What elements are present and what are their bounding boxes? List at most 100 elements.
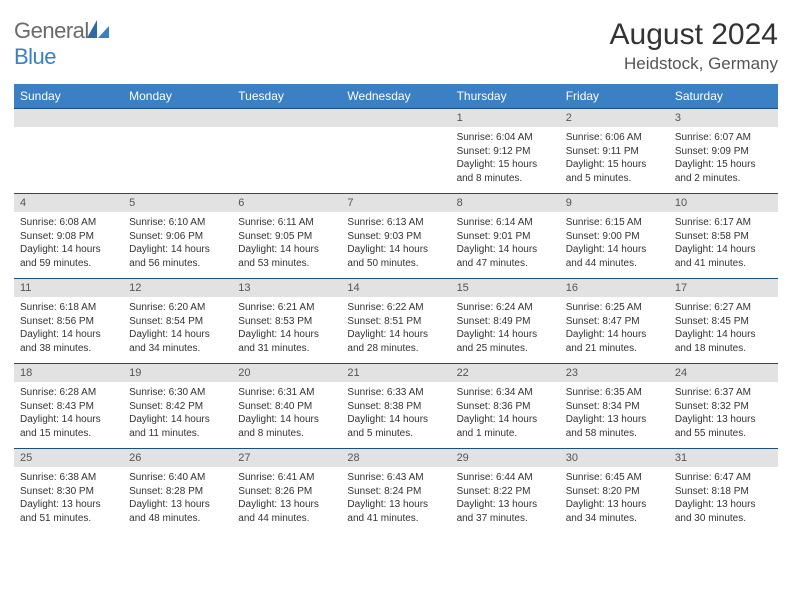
calendar-page: GeneralBlue August 2024 Heidstock, Germa… — [0, 0, 792, 543]
daylight-line1: Daylight: 14 hours — [457, 243, 554, 257]
sunrise-text: Sunrise: 6:04 AM — [457, 131, 554, 145]
sunrise-text: Sunrise: 6:10 AM — [129, 216, 226, 230]
day-number: 8 — [451, 194, 560, 213]
day-number-row: 18192021222324 — [14, 364, 778, 383]
sunrise-text: Sunrise: 6:33 AM — [347, 386, 444, 400]
daylight-line1: Daylight: 13 hours — [238, 498, 335, 512]
day-cell — [14, 127, 123, 194]
day-cell: Sunrise: 6:10 AMSunset: 9:06 PMDaylight:… — [123, 212, 232, 279]
sunrise-text: Sunrise: 6:18 AM — [20, 301, 117, 315]
sunset-text: Sunset: 9:01 PM — [457, 230, 554, 244]
dow-thu: Thursday — [451, 84, 560, 109]
sunrise-text: Sunrise: 6:17 AM — [675, 216, 772, 230]
sunset-text: Sunset: 8:34 PM — [566, 400, 663, 414]
day-detail-row: Sunrise: 6:08 AMSunset: 9:08 PMDaylight:… — [14, 212, 778, 279]
daylight-line2: and 28 minutes. — [347, 342, 444, 356]
sunset-text: Sunset: 8:54 PM — [129, 315, 226, 329]
sunrise-text: Sunrise: 6:28 AM — [20, 386, 117, 400]
sunset-text: Sunset: 8:43 PM — [20, 400, 117, 414]
daylight-line2: and 11 minutes. — [129, 427, 226, 441]
day-cell: Sunrise: 6:31 AMSunset: 8:40 PMDaylight:… — [232, 382, 341, 449]
sunset-text: Sunset: 8:51 PM — [347, 315, 444, 329]
sunset-text: Sunset: 8:47 PM — [566, 315, 663, 329]
daylight-line1: Daylight: 15 hours — [566, 158, 663, 172]
daylight-line1: Daylight: 13 hours — [457, 498, 554, 512]
day-number: 30 — [560, 449, 669, 468]
sunset-text: Sunset: 8:40 PM — [238, 400, 335, 414]
day-number — [123, 109, 232, 128]
sunrise-text: Sunrise: 6:41 AM — [238, 471, 335, 485]
daylight-line1: Daylight: 14 hours — [457, 413, 554, 427]
daylight-line2: and 15 minutes. — [20, 427, 117, 441]
daylight-line1: Daylight: 14 hours — [347, 413, 444, 427]
day-cell: Sunrise: 6:18 AMSunset: 8:56 PMDaylight:… — [14, 297, 123, 364]
day-cell: Sunrise: 6:37 AMSunset: 8:32 PMDaylight:… — [669, 382, 778, 449]
day-cell: Sunrise: 6:27 AMSunset: 8:45 PMDaylight:… — [669, 297, 778, 364]
sunrise-text: Sunrise: 6:06 AM — [566, 131, 663, 145]
daylight-line2: and 55 minutes. — [675, 427, 772, 441]
dow-sat: Saturday — [669, 84, 778, 109]
dow-fri: Friday — [560, 84, 669, 109]
sunrise-text: Sunrise: 6:43 AM — [347, 471, 444, 485]
day-cell: Sunrise: 6:45 AMSunset: 8:20 PMDaylight:… — [560, 467, 669, 533]
day-cell: Sunrise: 6:06 AMSunset: 9:11 PMDaylight:… — [560, 127, 669, 194]
daylight-line1: Daylight: 14 hours — [347, 243, 444, 257]
day-cell: Sunrise: 6:34 AMSunset: 8:36 PMDaylight:… — [451, 382, 560, 449]
daylight-line1: Daylight: 14 hours — [20, 413, 117, 427]
sunset-text: Sunset: 9:12 PM — [457, 145, 554, 159]
sunset-text: Sunset: 9:09 PM — [675, 145, 772, 159]
day-number-row: 123 — [14, 109, 778, 128]
day-cell: Sunrise: 6:43 AMSunset: 8:24 PMDaylight:… — [341, 467, 450, 533]
daylight-line2: and 8 minutes. — [457, 172, 554, 186]
daylight-line2: and 44 minutes. — [566, 257, 663, 271]
day-number: 20 — [232, 364, 341, 383]
daylight-line1: Daylight: 14 hours — [129, 413, 226, 427]
daylight-line1: Daylight: 14 hours — [238, 243, 335, 257]
day-detail-row: Sunrise: 6:18 AMSunset: 8:56 PMDaylight:… — [14, 297, 778, 364]
daylight-line2: and 48 minutes. — [129, 512, 226, 526]
daylight-line1: Daylight: 14 hours — [566, 243, 663, 257]
sunset-text: Sunset: 9:03 PM — [347, 230, 444, 244]
sunset-text: Sunset: 8:24 PM — [347, 485, 444, 499]
daylight-line2: and 56 minutes. — [129, 257, 226, 271]
day-number: 11 — [14, 279, 123, 298]
day-cell — [341, 127, 450, 194]
daylight-line1: Daylight: 13 hours — [347, 498, 444, 512]
month-title: August 2024 — [610, 18, 778, 52]
day-number: 16 — [560, 279, 669, 298]
sunrise-text: Sunrise: 6:38 AM — [20, 471, 117, 485]
day-cell: Sunrise: 6:04 AMSunset: 9:12 PMDaylight:… — [451, 127, 560, 194]
day-cell: Sunrise: 6:35 AMSunset: 8:34 PMDaylight:… — [560, 382, 669, 449]
day-number: 28 — [341, 449, 450, 468]
daylight-line1: Daylight: 14 hours — [457, 328, 554, 342]
sunset-text: Sunset: 8:56 PM — [20, 315, 117, 329]
day-number: 5 — [123, 194, 232, 213]
dow-wed: Wednesday — [341, 84, 450, 109]
brand-general: General — [14, 18, 89, 43]
day-number: 29 — [451, 449, 560, 468]
brand-blue: Blue — [14, 44, 56, 69]
day-number: 19 — [123, 364, 232, 383]
day-number: 22 — [451, 364, 560, 383]
sunset-text: Sunset: 8:53 PM — [238, 315, 335, 329]
sunset-text: Sunset: 8:58 PM — [675, 230, 772, 244]
sunrise-text: Sunrise: 6:15 AM — [566, 216, 663, 230]
daylight-line2: and 59 minutes. — [20, 257, 117, 271]
sunset-text: Sunset: 8:36 PM — [457, 400, 554, 414]
daylight-line2: and 47 minutes. — [457, 257, 554, 271]
sunrise-text: Sunrise: 6:14 AM — [457, 216, 554, 230]
sunset-text: Sunset: 8:30 PM — [20, 485, 117, 499]
day-detail-row: Sunrise: 6:28 AMSunset: 8:43 PMDaylight:… — [14, 382, 778, 449]
day-cell: Sunrise: 6:08 AMSunset: 9:08 PMDaylight:… — [14, 212, 123, 279]
daylight-line1: Daylight: 14 hours — [20, 328, 117, 342]
day-cell: Sunrise: 6:15 AMSunset: 9:00 PMDaylight:… — [560, 212, 669, 279]
sunset-text: Sunset: 8:38 PM — [347, 400, 444, 414]
day-number: 24 — [669, 364, 778, 383]
daylight-line2: and 8 minutes. — [238, 427, 335, 441]
sunset-text: Sunset: 8:22 PM — [457, 485, 554, 499]
day-number — [341, 109, 450, 128]
day-cell: Sunrise: 6:21 AMSunset: 8:53 PMDaylight:… — [232, 297, 341, 364]
daylight-line1: Daylight: 15 hours — [457, 158, 554, 172]
daylight-line1: Daylight: 13 hours — [675, 413, 772, 427]
day-cell: Sunrise: 6:40 AMSunset: 8:28 PMDaylight:… — [123, 467, 232, 533]
